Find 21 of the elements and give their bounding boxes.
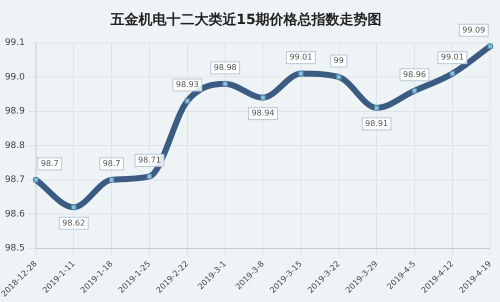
y-tick-label: 98.6 xyxy=(4,209,26,220)
data-label: 99.01 xyxy=(289,52,312,62)
data-label: 98.93 xyxy=(176,80,199,90)
data-label: 99.09 xyxy=(462,25,486,34)
y-tick-label: 99.1 xyxy=(4,38,25,48)
data-label: 98.94 xyxy=(252,108,274,118)
data-label: 99.01 xyxy=(440,52,464,62)
data-label: 98.96 xyxy=(403,70,426,79)
y-tick-label: 98.9 xyxy=(4,106,26,117)
data-label: 98.91 xyxy=(365,118,388,128)
data-label: 98.62 xyxy=(62,218,86,228)
data-label: 98.7 xyxy=(40,158,59,168)
y-tick-label: 99.0 xyxy=(4,72,26,82)
data-label: 98.7 xyxy=(102,158,121,168)
y-tick-label: 98.5 xyxy=(4,244,25,254)
y-tick-label: 98.8 xyxy=(4,140,26,151)
chart-title: 五金机电十二大类近15期价格总指数走势图 xyxy=(109,11,382,28)
data-label: 98.98 xyxy=(214,62,237,72)
data-label: 98.71 xyxy=(138,155,161,164)
data-label: 99 xyxy=(334,56,344,66)
y-tick-label: 98.7 xyxy=(4,175,25,186)
